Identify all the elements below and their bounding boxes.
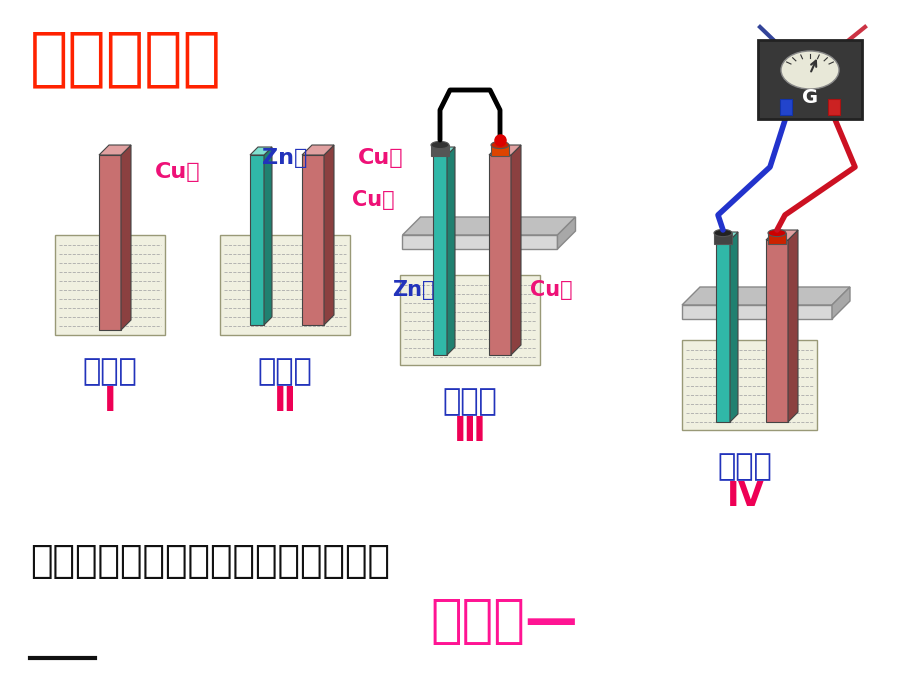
Polygon shape [447, 147, 455, 355]
Text: 稀硫酸: 稀硫酸 [83, 357, 137, 386]
Text: Zn片: Zn片 [262, 148, 307, 168]
Polygon shape [121, 145, 130, 330]
Ellipse shape [780, 51, 838, 89]
Text: 原电池—: 原电池— [429, 595, 577, 647]
Ellipse shape [713, 229, 732, 237]
Ellipse shape [430, 141, 448, 148]
Polygon shape [681, 287, 849, 305]
Polygon shape [729, 232, 737, 422]
Polygon shape [250, 155, 264, 325]
Polygon shape [264, 147, 272, 325]
Text: Cu片: Cu片 [154, 162, 200, 182]
Polygon shape [323, 145, 334, 325]
Bar [430, 145, 448, 156]
Bar [767, 233, 785, 244]
Ellipse shape [491, 141, 508, 148]
Polygon shape [301, 145, 334, 155]
Text: Ⅱ: Ⅱ [274, 385, 296, 418]
Polygon shape [403, 235, 557, 249]
Bar [220, 235, 349, 335]
Polygon shape [766, 240, 788, 422]
Text: Cu片: Cu片 [529, 280, 572, 300]
Text: Cu片: Cu片 [352, 190, 394, 210]
Bar [779, 99, 791, 115]
Text: Ⅰ: Ⅰ [104, 385, 116, 418]
Polygon shape [715, 240, 729, 422]
Bar [713, 233, 732, 244]
Polygon shape [766, 230, 797, 240]
Polygon shape [301, 155, 323, 325]
Ellipse shape [767, 229, 785, 237]
Text: Ⅳ: Ⅳ [726, 480, 763, 513]
Polygon shape [557, 217, 575, 249]
Polygon shape [788, 230, 797, 422]
Polygon shape [403, 217, 575, 235]
Text: Ⅲ: Ⅲ [454, 415, 485, 448]
Polygon shape [250, 147, 272, 155]
Polygon shape [433, 147, 455, 155]
Text: G: G [801, 88, 817, 106]
Text: 稀硫酸: 稀硫酸 [717, 452, 772, 481]
Bar [827, 99, 839, 115]
Bar [55, 235, 165, 335]
FancyBboxPatch shape [757, 40, 861, 119]
Polygon shape [831, 287, 849, 319]
Text: Zn片: Zn片 [392, 280, 435, 300]
Text: Cu片: Cu片 [357, 148, 403, 168]
Polygon shape [99, 145, 130, 155]
Bar [400, 275, 539, 365]
Text: 这种把化学能转变为电能的装置叫做: 这种把化学能转变为电能的装置叫做 [30, 544, 390, 580]
Polygon shape [510, 145, 520, 355]
Text: 稀硫酸: 稀硫酸 [442, 387, 497, 416]
Polygon shape [489, 155, 510, 355]
Bar [682, 340, 817, 430]
Polygon shape [489, 145, 520, 155]
Polygon shape [433, 155, 447, 355]
Polygon shape [681, 305, 831, 319]
Polygon shape [715, 232, 737, 240]
Text: 实验探究：: 实验探究： [30, 27, 221, 89]
Bar [491, 145, 508, 156]
Polygon shape [99, 155, 121, 330]
Text: 稀硫酸: 稀硫酸 [257, 357, 312, 386]
